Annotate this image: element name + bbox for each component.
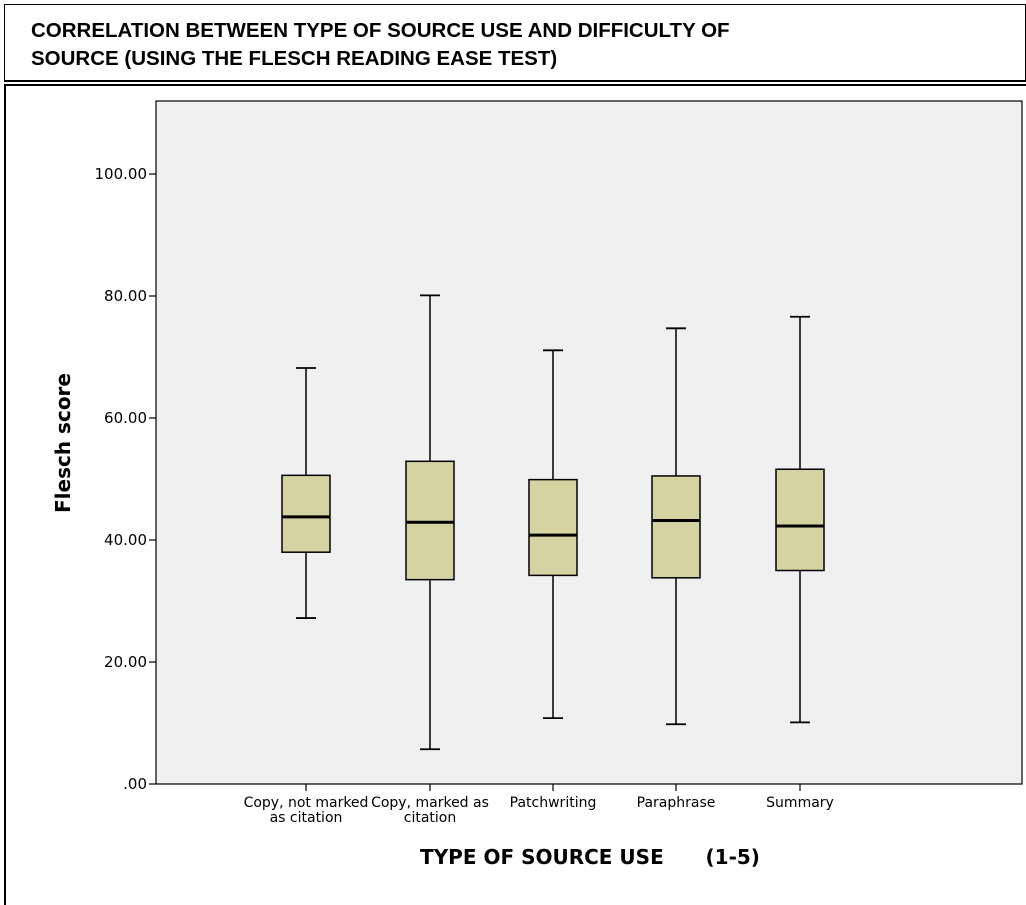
x-category-label: as citation bbox=[270, 810, 343, 826]
y-tick-label: 100.00 bbox=[95, 165, 148, 183]
y-tick-label: 40.00 bbox=[104, 531, 147, 549]
box bbox=[406, 461, 454, 579]
x-axis-title: TYPE OF SOURCE USE (1-5) bbox=[420, 845, 760, 869]
x-category-label: citation bbox=[404, 810, 456, 826]
box bbox=[529, 480, 577, 576]
x-category-label: Paraphrase bbox=[637, 795, 716, 811]
x-category-label: Copy, not marked bbox=[244, 795, 369, 811]
box bbox=[776, 469, 824, 570]
x-category-label: Patchwriting bbox=[510, 795, 597, 811]
x-category-label: Copy, marked as bbox=[371, 795, 489, 811]
x-category-label: Summary bbox=[766, 795, 834, 811]
box bbox=[652, 476, 700, 578]
plot-area bbox=[156, 101, 1022, 784]
y-axis-title: Flesch score bbox=[51, 373, 75, 513]
box bbox=[282, 475, 330, 552]
y-tick-label: 80.00 bbox=[104, 287, 147, 305]
y-tick-label: 60.00 bbox=[104, 409, 147, 427]
y-tick-label: 20.00 bbox=[104, 653, 147, 671]
y-tick-label: .00 bbox=[123, 775, 147, 793]
